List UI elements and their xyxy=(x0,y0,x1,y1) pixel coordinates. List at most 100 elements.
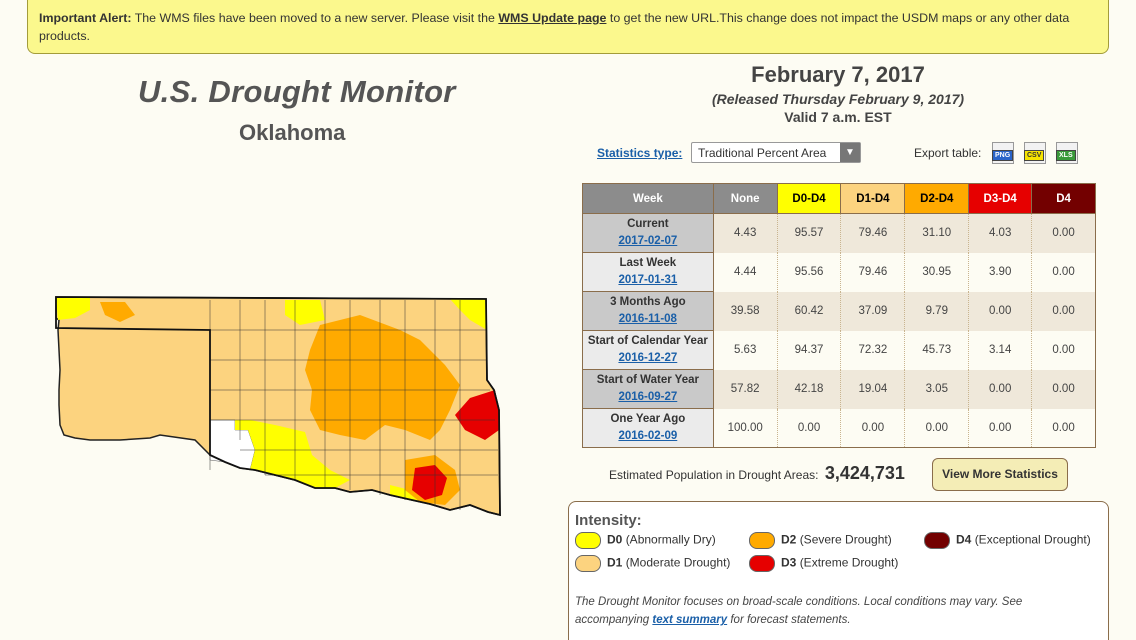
value-cell: 0.00 xyxy=(904,408,970,448)
release-date: (Released Thursday February 9, 2017) xyxy=(711,91,965,107)
wms-update-link[interactable]: WMS Update page xyxy=(498,11,607,25)
export-png-icon[interactable]: PNG xyxy=(992,142,1014,164)
week-date-link[interactable]: 2016-09-27 xyxy=(618,391,678,403)
map-d0-area-sw xyxy=(235,420,350,488)
statistics-table: Week None D0-D4 D1-D4 D2-D4 D3-D4 D4 Cur… xyxy=(582,183,1096,448)
week-label: Start of Calendar Year xyxy=(587,335,708,347)
value-cell: 5.63 xyxy=(713,330,778,370)
week-cell: Start of Calendar Year 2016-12-27 xyxy=(582,330,714,370)
map-date: February 7, 2017 xyxy=(751,62,925,87)
week-label: Last Week xyxy=(619,257,677,269)
table-row: Last Week 2017-01-31 4.44 95.56 79.46 30.… xyxy=(582,252,1096,292)
legend-desc: (Extreme Drought) xyxy=(799,555,899,570)
legend-item-d4: D4 (Exceptional Drought) xyxy=(924,532,1091,549)
state-name: Oklahoma xyxy=(239,120,346,145)
col-header-week: Week xyxy=(582,183,714,214)
legend-code: D4 xyxy=(956,532,972,547)
intensity-legend: Intensity: D0 (Abnormally Dry) D1 (Moder… xyxy=(568,501,1109,640)
week-date-link[interactable]: 2016-11-08 xyxy=(618,313,677,325)
week-date-link[interactable]: 2017-01-31 xyxy=(618,274,678,286)
map-d2-area-central xyxy=(305,315,460,440)
alert-text: The WMS files have been moved to a new s… xyxy=(134,11,495,25)
legend-item-d3: D3 (Extreme Drought) xyxy=(749,555,898,572)
legend-code: D3 xyxy=(781,555,797,570)
value-cell: 3.90 xyxy=(968,252,1033,292)
week-cell: Last Week 2017-01-31 xyxy=(582,252,714,292)
col-header-d3-d4: D3-D4 xyxy=(968,183,1033,214)
value-cell: 19.04 xyxy=(840,369,906,409)
map-d3-area-east xyxy=(455,390,499,440)
legend-desc: (Moderate Drought) xyxy=(625,555,731,570)
col-header-d4: D4 xyxy=(1031,183,1096,214)
legend-note-text-2: for forecast statements. xyxy=(730,614,851,626)
week-date-link[interactable]: 2017-02-07 xyxy=(618,235,678,247)
export-csv-icon[interactable]: CSV xyxy=(1024,142,1046,164)
value-cell: 95.57 xyxy=(777,213,842,253)
value-cell: 0.00 xyxy=(1031,252,1096,292)
week-label: Start of Water Year xyxy=(596,374,699,386)
table-row: 3 Months Ago 2016-11-08 39.58 60.42 37.09… xyxy=(582,291,1096,331)
d2-swatch xyxy=(749,532,775,549)
col-header-d0-d4: D0-D4 xyxy=(776,183,842,214)
statistics-type-value: Traditional Percent Area xyxy=(698,146,827,160)
page-title: U.S. Drought Monitor xyxy=(138,74,456,109)
week-date-link[interactable]: 2016-02-09 xyxy=(618,430,678,442)
value-cell: 4.44 xyxy=(713,252,778,292)
week-cell: Start of Water Year 2016-09-27 xyxy=(582,369,714,409)
table-row: Start of Water Year 2016-09-27 57.82 42.1… xyxy=(582,369,1096,409)
value-cell: 0.00 xyxy=(840,408,906,448)
week-cell: Current 2017-02-07 xyxy=(582,213,714,253)
text-summary-link[interactable]: text summary xyxy=(652,614,728,626)
value-cell: 0.00 xyxy=(1031,330,1096,370)
valid-time: Valid 7 a.m. EST xyxy=(784,109,892,125)
table-row: One Year Ago 2016-02-09 100.00 0.00 0.00 … xyxy=(582,408,1096,448)
value-cell: 37.09 xyxy=(840,291,906,331)
alert-label: Important Alert: xyxy=(39,11,132,25)
value-cell: 0.00 xyxy=(1031,213,1096,253)
value-cell: 4.03 xyxy=(968,213,1033,253)
population-label: Estimated Population in Drought Areas: xyxy=(609,468,819,482)
week-cell: One Year Ago 2016-02-09 xyxy=(582,408,714,448)
value-cell: 100.00 xyxy=(713,408,778,448)
legend-item-d0: D0 (Abnormally Dry) xyxy=(575,532,716,549)
export-table-label: Export table: xyxy=(914,146,982,160)
week-label: Current xyxy=(627,218,669,230)
d4-swatch xyxy=(924,532,950,549)
table-row: Current 2017-02-07 4.43 95.57 79.46 31.10… xyxy=(582,213,1096,253)
value-cell: 57.82 xyxy=(713,369,778,409)
value-cell: 31.10 xyxy=(904,213,970,253)
value-cell: 72.32 xyxy=(840,330,906,370)
d3-swatch xyxy=(749,555,775,572)
value-cell: 94.37 xyxy=(777,330,842,370)
oklahoma-drought-map xyxy=(55,296,501,517)
value-cell: 3.14 xyxy=(968,330,1033,370)
legend-title: Intensity: xyxy=(575,512,642,529)
col-header-d2-d4: D2-D4 xyxy=(904,183,970,214)
value-cell: 30.95 xyxy=(904,252,970,292)
chevron-down-icon: ▼ xyxy=(840,143,860,162)
export-csv-label: CSV xyxy=(1024,150,1045,161)
legend-item-d1: D1 (Moderate Drought) xyxy=(575,555,730,572)
legend-desc: (Exceptional Drought) xyxy=(974,532,1091,547)
week-date-link[interactable]: 2016-12-27 xyxy=(618,352,678,364)
d1-swatch xyxy=(575,555,601,572)
view-more-statistics-button[interactable]: View More Statistics xyxy=(932,458,1068,491)
value-cell: 4.43 xyxy=(713,213,778,253)
value-cell: 0.00 xyxy=(968,291,1033,331)
value-cell: 3.05 xyxy=(904,369,970,409)
legend-desc: (Abnormally Dry) xyxy=(625,532,716,547)
export-xls-icon[interactable]: XLS xyxy=(1056,142,1078,164)
value-cell: 95.56 xyxy=(777,252,842,292)
legend-note-text: The Drought Monitor focuses on broad-sca… xyxy=(575,596,1023,626)
week-label: One Year Ago xyxy=(610,413,686,425)
statistics-type-select[interactable]: Traditional Percent Area ▼ xyxy=(691,142,861,163)
important-alert-banner: Important Alert: The WMS files have been… xyxy=(27,0,1109,54)
table-row: Start of Calendar Year 2016-12-27 5.63 94… xyxy=(582,330,1096,370)
value-cell: 0.00 xyxy=(968,408,1033,448)
col-header-none: None xyxy=(712,183,778,214)
statistics-type-label[interactable]: Statistics type: xyxy=(597,146,683,160)
value-cell: 39.58 xyxy=(713,291,778,331)
alert-text-2: to get the new URL.This change does not … xyxy=(39,11,1070,43)
legend-item-d2: D2 (Severe Drought) xyxy=(749,532,892,549)
legend-code: D2 xyxy=(781,532,797,547)
